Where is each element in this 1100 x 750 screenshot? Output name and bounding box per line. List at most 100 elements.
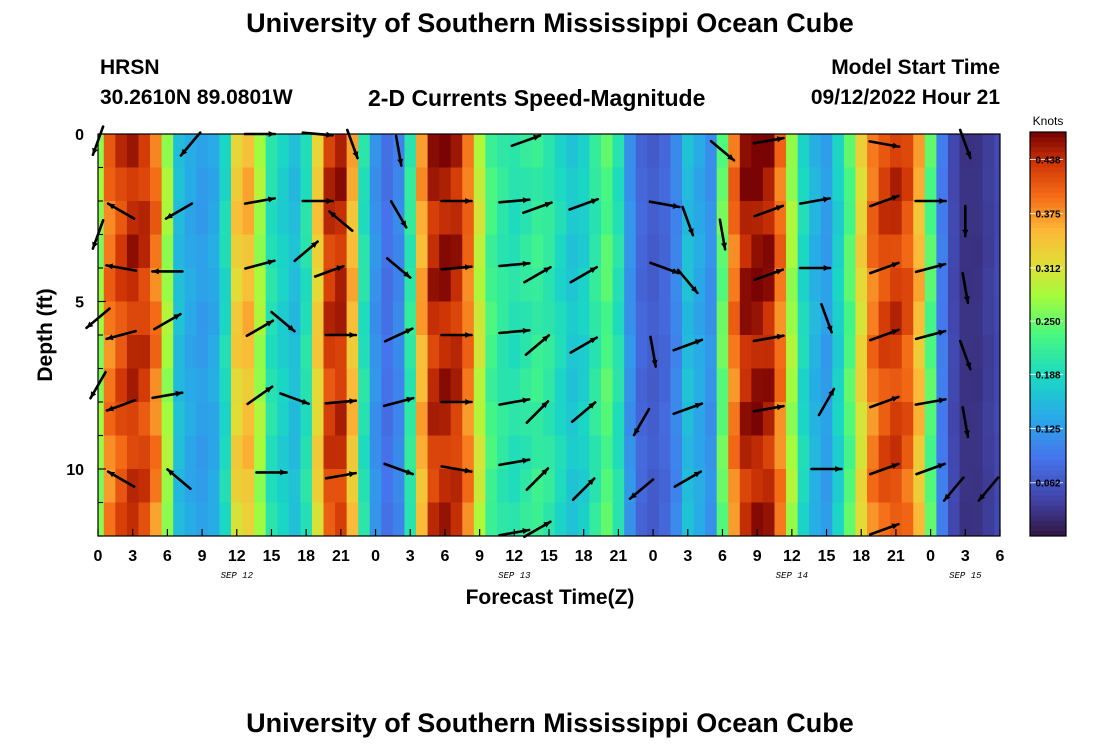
heatmap-cell bbox=[832, 335, 845, 369]
current-vector bbox=[628, 478, 655, 501]
heatmap-cell bbox=[450, 502, 463, 537]
heatmap-cell bbox=[115, 402, 128, 436]
heatmap-cell bbox=[450, 301, 463, 336]
heatmap-cell bbox=[982, 335, 995, 369]
heatmap-cell bbox=[601, 435, 613, 470]
heatmap-cell bbox=[843, 268, 856, 302]
current-vector bbox=[570, 401, 597, 424]
x-tick-label: 18 bbox=[297, 548, 315, 565]
heatmap-cell bbox=[601, 402, 613, 436]
heatmap-cell bbox=[323, 167, 336, 202]
heatmap-cell bbox=[126, 167, 139, 202]
heatmap-cell bbox=[138, 435, 151, 470]
heatmap-cell bbox=[323, 435, 336, 470]
heatmap-cell bbox=[971, 502, 984, 537]
heatmap-cell bbox=[311, 268, 324, 302]
heatmap-cell bbox=[635, 402, 648, 436]
heatmap-cell bbox=[947, 167, 960, 202]
heatmap-cell bbox=[681, 335, 694, 369]
heatmap-cell bbox=[161, 234, 174, 269]
heatmap-cell bbox=[531, 469, 544, 503]
x-tick-label: 3 bbox=[406, 548, 415, 565]
heatmap-cell bbox=[832, 234, 845, 269]
current-vector bbox=[498, 457, 531, 467]
heatmap-cell bbox=[335, 134, 348, 168]
heatmap-cell bbox=[878, 268, 891, 302]
heatmap-cell bbox=[508, 268, 521, 302]
heatmap-cell bbox=[901, 368, 914, 403]
heatmap-cell bbox=[346, 402, 359, 436]
heatmap-cell bbox=[612, 234, 625, 269]
heatmap-cell bbox=[219, 201, 232, 235]
heatmap-cell bbox=[658, 335, 671, 369]
heatmap-cell bbox=[774, 301, 787, 336]
current-vector bbox=[569, 265, 599, 284]
heatmap-cell bbox=[786, 502, 799, 537]
current-vector bbox=[632, 407, 651, 437]
heatmap-cell bbox=[982, 435, 995, 470]
colorbar-segment bbox=[1030, 419, 1066, 426]
heatmap-cell bbox=[277, 234, 290, 269]
current-vector bbox=[753, 268, 785, 282]
heatmap-cell bbox=[716, 201, 729, 235]
heatmap-cell bbox=[508, 167, 521, 202]
heatmap-cell bbox=[543, 167, 556, 202]
heatmap-cell bbox=[242, 435, 255, 470]
heatmap-cell bbox=[577, 335, 590, 369]
heatmap-cell bbox=[416, 268, 428, 302]
colorbar-tick-label: 0.438 bbox=[1035, 156, 1060, 167]
current-vector bbox=[440, 198, 473, 204]
heatmap-cell bbox=[311, 502, 324, 537]
heatmap-cell bbox=[647, 368, 660, 403]
heatmap-cell bbox=[867, 234, 879, 269]
heatmap-cell bbox=[173, 268, 186, 302]
colorbar-segment bbox=[1030, 440, 1066, 446]
heatmap-cell bbox=[416, 402, 428, 436]
heatmap-cell bbox=[716, 234, 729, 269]
heatmap-cell bbox=[98, 469, 105, 503]
heatmap-cell bbox=[138, 469, 151, 503]
heatmap-cell bbox=[890, 268, 903, 302]
current-vector bbox=[279, 392, 311, 406]
heatmap-cell bbox=[566, 167, 579, 202]
heatmap-cell bbox=[98, 167, 105, 202]
heatmap-cell bbox=[612, 201, 625, 235]
heatmap-cell bbox=[936, 167, 949, 202]
heatmap-cell bbox=[219, 469, 232, 503]
heatmap-cell bbox=[728, 502, 741, 537]
heatmap-cell bbox=[913, 469, 926, 503]
heatmap-cell bbox=[520, 301, 533, 336]
colorbar-segment bbox=[1030, 318, 1066, 325]
heatmap-cell bbox=[924, 268, 937, 302]
heatmap-cell bbox=[300, 268, 313, 302]
colorbar-segment bbox=[1030, 359, 1066, 365]
chart-subtitle: 2-D Currents Speed-Magnitude bbox=[368, 85, 706, 111]
heatmap-cell bbox=[797, 368, 810, 403]
heatmap-cell bbox=[762, 167, 775, 202]
heatmap-cell bbox=[254, 469, 267, 503]
heatmap-cell bbox=[439, 134, 452, 168]
heatmap-cell bbox=[450, 234, 463, 269]
heatmap-cell bbox=[693, 402, 706, 436]
heatmap-cell bbox=[381, 335, 394, 369]
heatmap-cell bbox=[670, 167, 683, 202]
heatmap-cell bbox=[427, 335, 440, 369]
heatmap-cell bbox=[311, 402, 324, 436]
current-vector bbox=[868, 462, 900, 476]
heatmap-cell bbox=[196, 435, 209, 470]
heatmap-cell bbox=[496, 402, 509, 436]
heatmap-cell bbox=[878, 435, 891, 470]
heatmap-cell bbox=[936, 368, 949, 403]
heatmap-cell bbox=[404, 268, 417, 302]
colorbar-segment bbox=[1030, 253, 1066, 259]
heatmap-cell bbox=[242, 502, 255, 537]
heatmap-cell bbox=[439, 435, 452, 470]
heatmap-cell bbox=[311, 368, 324, 403]
heatmap-cell bbox=[369, 502, 382, 537]
heatmap-cell bbox=[762, 502, 775, 537]
colorbar-segment bbox=[1030, 298, 1066, 305]
heatmap-cell bbox=[855, 301, 868, 336]
heatmap-cell bbox=[681, 301, 694, 336]
heatmap-cell bbox=[577, 435, 590, 470]
heatmap-cell bbox=[230, 368, 243, 403]
